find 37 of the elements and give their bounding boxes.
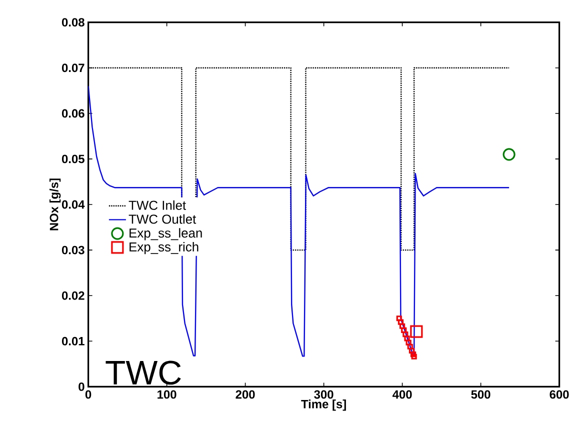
y-tick-label: 0.06 (62, 109, 84, 118)
point (408, 348, 415, 354)
y-tick-label: 0.07 (62, 64, 84, 72)
y-tick-label: 0.05 (62, 154, 84, 164)
y-tick-label: 0.03 (62, 246, 84, 254)
y-tick-label: 0.01 (62, 336, 84, 346)
x-axis-title: Time [s] (301, 400, 346, 411)
y-tick-label: 0 (78, 382, 84, 391)
point (410, 352, 416, 358)
point (406, 340, 412, 346)
point (502, 148, 516, 161)
x-tick-label: 100 (158, 390, 176, 399)
legend-label: TWC Inlet (128, 200, 186, 210)
legend-label: TWC Outlet (128, 214, 196, 224)
x-tick-label: 400 (392, 390, 412, 399)
x-tick-label: 600 (550, 390, 569, 399)
point (400, 323, 406, 329)
x-tick-label: 200 (236, 390, 255, 399)
x-tick-label: 0 (85, 390, 92, 399)
x-tick-label: 500 (471, 390, 490, 399)
point (401, 327, 407, 334)
line-series (88, 85, 510, 357)
point (404, 336, 410, 342)
point (410, 325, 423, 338)
annotation: TWC (106, 360, 181, 385)
y-tick-label: 0.08 (62, 18, 84, 27)
legend-label: Exp_ss_rich (130, 242, 198, 254)
y-tick-label: 0.04 (62, 200, 85, 209)
point (396, 316, 402, 322)
y-axis-title: NOx [g/s] (49, 178, 61, 230)
legend-label: Exp_ss_lean (130, 228, 202, 240)
y-tick-label: 0.02 (62, 291, 84, 300)
point (402, 332, 408, 338)
point (407, 344, 413, 350)
point (398, 319, 404, 325)
x-tick-label: 300 (314, 390, 334, 399)
point (411, 354, 417, 360)
